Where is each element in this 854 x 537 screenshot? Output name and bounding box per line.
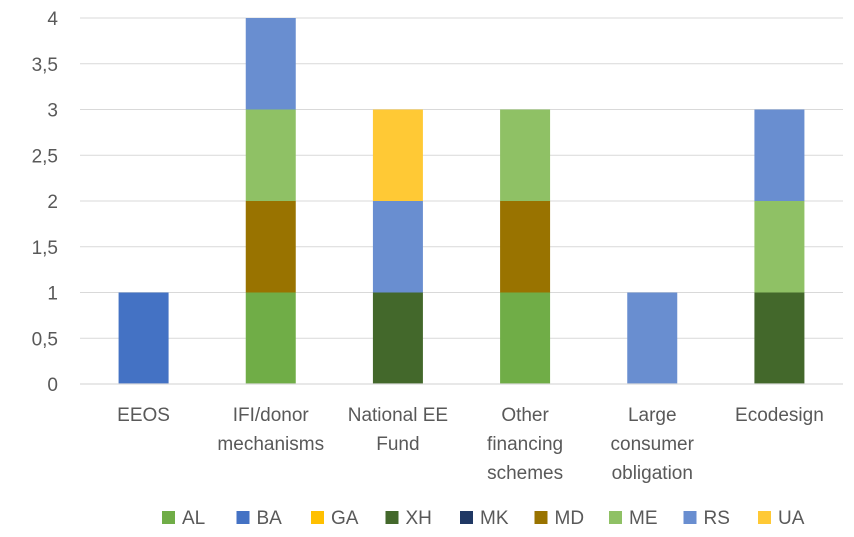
gridlines <box>80 17 843 339</box>
bar-segment-al <box>500 292 551 384</box>
category-label: EEOS <box>117 405 170 426</box>
legend-swatch-xh <box>385 511 399 524</box>
category-label-line: Other <box>501 405 549 426</box>
category-labels: EEOS IFI/donor mechanisms National EE Fund Ot… <box>117 405 824 484</box>
legend-swatch-rs <box>683 511 697 524</box>
y-tick-label: 0 <box>47 375 58 396</box>
category-label-line: EEOS <box>117 405 170 426</box>
category-label-line: schemes <box>487 463 563 484</box>
category-label-line: obligation <box>612 463 693 484</box>
bar-segment-rs <box>245 18 296 110</box>
bar-segment-md <box>500 201 551 293</box>
category-label-line: Fund <box>376 434 419 455</box>
y-axis-ticks: 0 0,5 1 1,5 2 2,5 3 3,5 4 <box>32 9 59 396</box>
bar-segment-me <box>245 109 296 201</box>
category-label-line: IFI/donor <box>233 405 310 426</box>
bar-segment-xh <box>372 292 423 384</box>
category-label-line: mechanisms <box>217 434 324 455</box>
bars <box>118 18 805 384</box>
legend-label-ua: UA <box>778 508 805 529</box>
bar-segment-xh <box>754 292 805 384</box>
legend-swatch-ba <box>236 511 250 524</box>
bar-segment-md <box>245 201 296 293</box>
legend-label-md: MD <box>555 508 585 529</box>
legend-label-ga: GA <box>331 508 359 529</box>
category-label-line: Ecodesign <box>735 405 824 426</box>
bar-segment-rs <box>372 201 423 293</box>
y-tick-label: 3,5 <box>32 55 58 76</box>
legend-swatch-md <box>534 511 548 524</box>
bar-segment-ba <box>118 292 169 384</box>
category-label: Ecodesign <box>735 405 824 426</box>
legend-label-xh: XH <box>406 508 432 529</box>
legend-label-mk: MK <box>480 508 509 529</box>
y-tick-label: 4 <box>47 9 58 30</box>
category-label-line: consumer <box>611 434 695 455</box>
legend-label-rs: RS <box>704 508 730 529</box>
legend-swatch-ua <box>758 511 771 524</box>
legend-swatch-me <box>609 511 622 524</box>
legend-swatch-ga <box>311 511 324 524</box>
category-label-line: National EE <box>348 405 448 426</box>
bar-segment-me <box>754 201 805 293</box>
y-tick-label: 2 <box>47 192 58 213</box>
legend-label-ba: BA <box>257 508 283 529</box>
bar-segment-rs <box>754 109 805 201</box>
category-label: Large consumer obligation <box>611 405 695 484</box>
bar-segment-ua <box>372 109 423 201</box>
bar-segment-al <box>245 292 296 384</box>
category-label-line: Large <box>628 405 677 426</box>
legend-swatch-mk <box>460 511 473 524</box>
legend-swatch-al <box>162 511 175 524</box>
legend-label-al: AL <box>182 508 205 529</box>
y-tick-label: 1,5 <box>32 238 58 259</box>
category-label: Other financing schemes <box>487 405 563 484</box>
y-tick-label: 3 <box>47 101 58 122</box>
y-tick-label: 1 <box>47 284 58 305</box>
category-label-line: financing <box>487 434 563 455</box>
y-tick-label: 2,5 <box>32 146 58 167</box>
category-label: National EE Fund <box>348 405 448 455</box>
y-tick-label: 0,5 <box>32 329 58 350</box>
bar-segment-me <box>500 109 551 201</box>
bar-segment-rs <box>627 292 678 384</box>
legend-label-me: ME <box>629 508 658 529</box>
legend: AL BA GA XH MK MD ME RS UA <box>162 508 805 529</box>
category-label: IFI/donor mechanisms <box>217 405 324 455</box>
